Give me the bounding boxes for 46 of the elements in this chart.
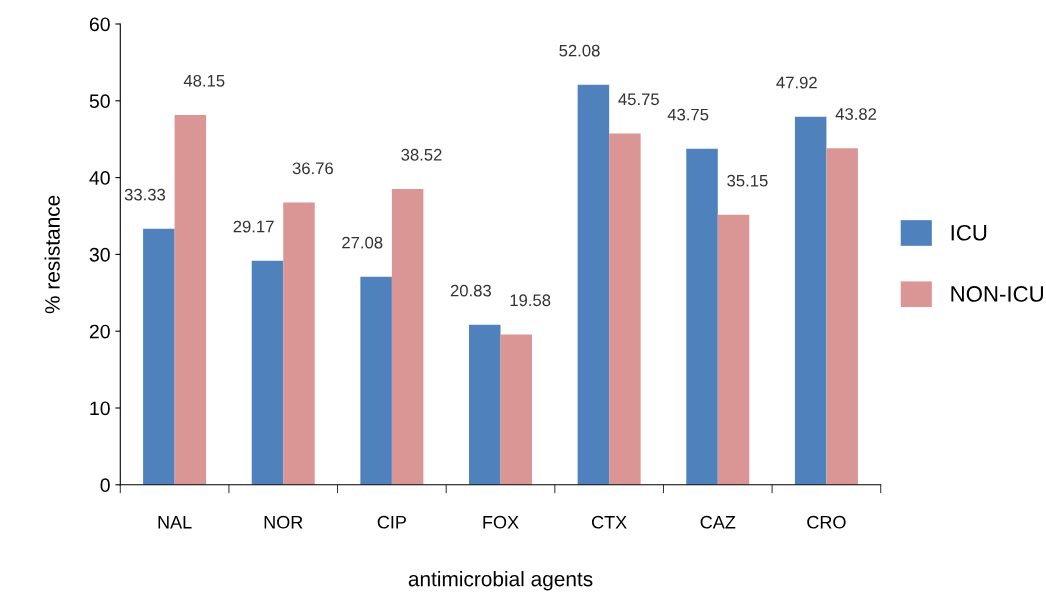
y-tick-label: 30 [89, 247, 110, 262]
bar [174, 115, 207, 485]
x-tick-label: NOR [264, 515, 303, 529]
data-label: 19.58 [510, 294, 551, 307]
data-label: 45.75 [618, 93, 659, 106]
x-tick-label: FOX [483, 515, 519, 529]
bar [717, 214, 750, 485]
bar [826, 148, 858, 485]
data-label: 52.08 [559, 44, 600, 57]
x-tick-label: CIP [377, 515, 406, 529]
y-tick-label: 60 [89, 17, 110, 32]
x-tick-label: CRO [807, 515, 846, 529]
y-tick-label: 40 [89, 171, 110, 185]
data-label: 43.82 [835, 108, 877, 120]
y-tick-label: 0 [100, 478, 110, 493]
x-tick-label: CAZ [700, 515, 736, 529]
data-label: 29.17 [233, 220, 274, 233]
bar [360, 276, 392, 485]
x-tick-label: CTX [592, 515, 627, 529]
bar [469, 324, 501, 485]
bar [283, 202, 315, 485]
bar [609, 133, 641, 485]
data-label: 27.08 [342, 236, 383, 249]
data-label: 43.75 [667, 108, 709, 121]
bar [251, 260, 284, 485]
bar [391, 188, 424, 485]
bar [143, 228, 175, 485]
bar [500, 334, 533, 485]
y-tick-label: 10 [90, 401, 110, 416]
data-label: 33.33 [124, 188, 166, 201]
y-axis-title: % resistance [44, 195, 60, 314]
x-axis-title: antimicrobial agents [408, 571, 593, 591]
data-label: 38.52 [401, 148, 442, 161]
legend-label: NON-ICU [951, 286, 1043, 302]
y-tick-label: 20 [89, 324, 110, 339]
legend-label: ICU [951, 224, 987, 241]
data-label: 35.15 [727, 174, 768, 187]
data-label: 47.92 [776, 76, 817, 89]
data-label: 20.83 [450, 284, 491, 297]
data-label: 36.76 [292, 162, 334, 175]
bar [794, 116, 827, 485]
bar [686, 148, 718, 485]
data-label: 48.15 [183, 74, 225, 87]
bar [577, 84, 610, 485]
x-tick-label: NAL [158, 516, 192, 529]
y-tick-label: 50 [89, 94, 110, 109]
